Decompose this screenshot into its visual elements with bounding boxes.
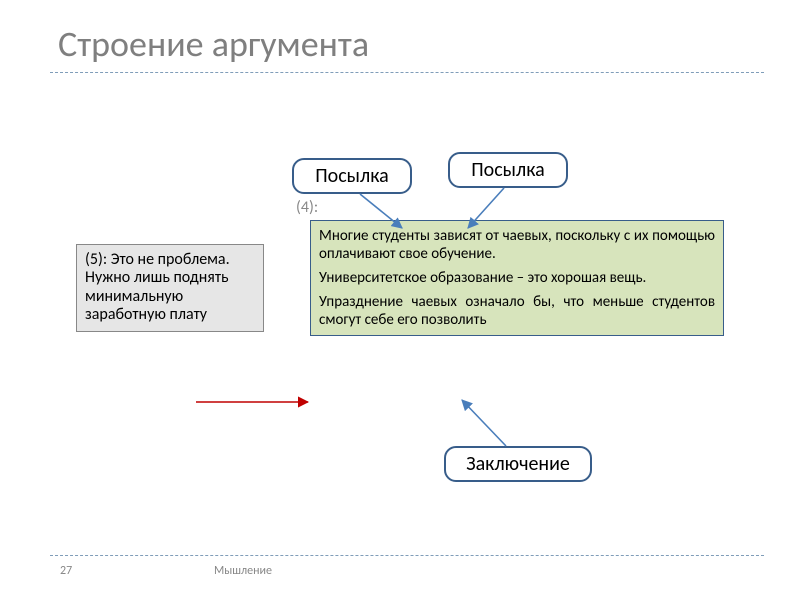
slide: Строение аргумента Посылка Посылка (4): …: [0, 0, 800, 600]
slide-number: 27: [60, 564, 72, 578]
argument-box: Многие студенты зависят от чаевых, поско…: [310, 220, 724, 336]
counter-box: (5): Это не проблема. Нужно лишь поднять…: [76, 244, 264, 332]
premise-text-2: Университетское образование – это хороша…: [319, 269, 715, 287]
divider-top: [50, 72, 764, 73]
conclusion-text: Упразднение чаевых означало бы, что мень…: [319, 293, 715, 329]
conclusion-box: Заключение: [444, 446, 592, 482]
premise-box-2: Посылка: [448, 152, 568, 188]
premise-box-1: Посылка: [292, 158, 412, 194]
premise-text-1: Многие студенты зависят от чаевых, поско…: [319, 227, 715, 263]
divider-bottom: [50, 555, 764, 556]
arrow-conclusion: [462, 400, 506, 446]
footer-text: Мышление: [214, 564, 272, 578]
annotation-4: (4):: [296, 198, 318, 217]
page-title: Строение аргумента: [58, 22, 764, 66]
